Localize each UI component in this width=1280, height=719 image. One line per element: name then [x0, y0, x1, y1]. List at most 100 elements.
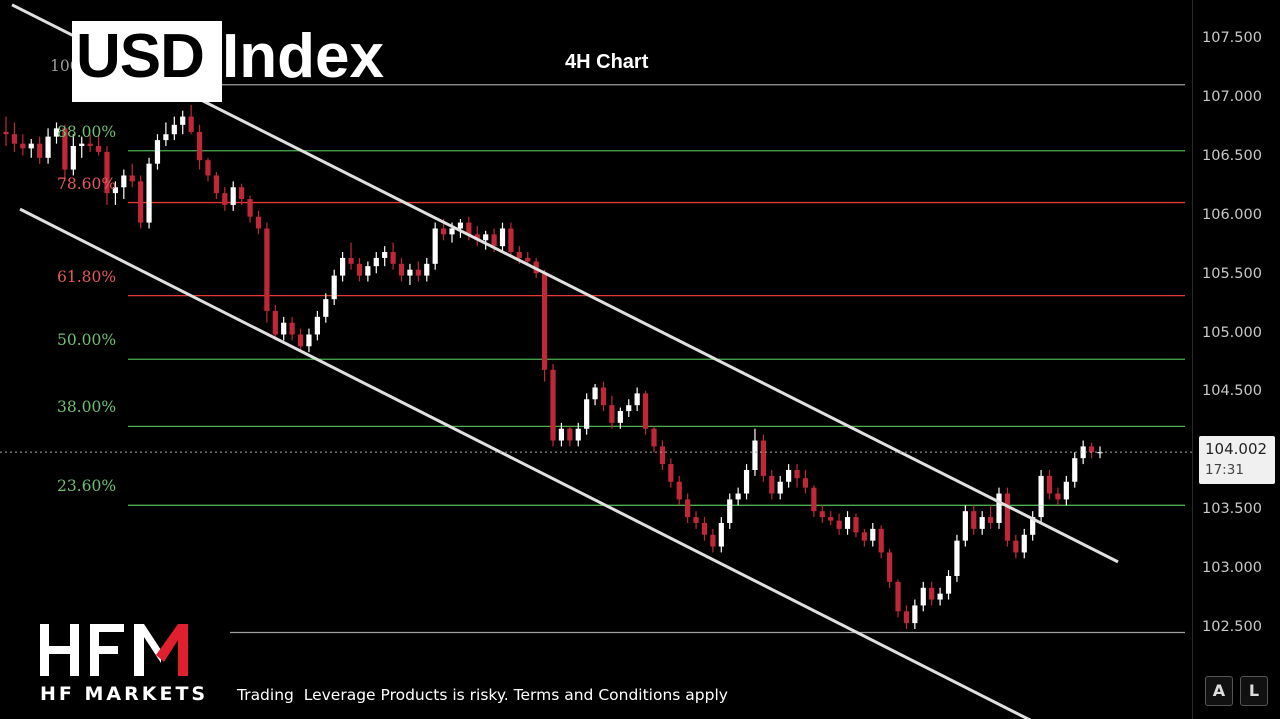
candle	[592, 383, 598, 406]
candle	[348, 242, 354, 270]
price-tick: 103.000	[1202, 560, 1262, 577]
candle	[306, 328, 312, 353]
candle	[988, 505, 994, 529]
candle-body	[11, 134, 18, 144]
candle	[390, 242, 396, 270]
candle-body	[550, 369, 556, 441]
candle	[163, 122, 169, 147]
candle	[138, 175, 144, 229]
price-tick: 106.000	[1202, 206, 1262, 223]
candle	[912, 599, 918, 629]
candle	[474, 226, 480, 247]
price-axis[interactable]	[1192, 0, 1280, 719]
candle-body	[1004, 493, 1011, 541]
candle-body	[239, 187, 245, 200]
candle	[239, 183, 245, 205]
candle-body	[154, 140, 161, 164]
candle-body	[718, 522, 724, 547]
price-channel	[11, 3, 1119, 719]
candle	[735, 487, 741, 506]
candle-body	[20, 143, 26, 149]
candle-body	[457, 222, 464, 229]
candle	[188, 104, 194, 135]
candle-body	[541, 273, 548, 370]
candle-body	[642, 393, 649, 429]
candle-body	[1046, 475, 1053, 494]
candle-countdown: 17:31	[1205, 462, 1244, 478]
candle-body	[314, 316, 320, 335]
candle-body	[247, 199, 253, 217]
candle	[264, 222, 270, 323]
candle-body	[62, 128, 68, 170]
title-highlight	[72, 21, 222, 102]
candle	[558, 422, 565, 447]
candle	[870, 522, 876, 547]
fib-label-6180: 61.80%	[57, 267, 117, 286]
candle-body	[306, 334, 312, 347]
candle	[685, 493, 691, 523]
candle	[786, 464, 792, 488]
hfm-logo	[40, 624, 188, 676]
candle-body	[407, 269, 413, 276]
candle-body	[255, 216, 262, 229]
candle	[1055, 487, 1061, 506]
candle	[567, 426, 573, 447]
candle	[180, 110, 186, 135]
candle-body	[171, 124, 177, 135]
candle	[272, 305, 278, 341]
candle	[575, 422, 581, 447]
fib-label-7860: 78.60%	[57, 174, 117, 193]
candle	[331, 269, 337, 306]
candle-body	[861, 532, 867, 541]
candle-body	[491, 234, 497, 247]
candle	[95, 134, 102, 156]
candle-body	[853, 517, 859, 533]
candle	[887, 548, 893, 588]
candle-body	[129, 175, 135, 182]
fib-label-5000: 50.00%	[57, 331, 117, 350]
candlestick-chart[interactable]	[0, 0, 1192, 719]
candle-body	[1013, 540, 1019, 553]
candle	[903, 605, 910, 629]
candle-body	[743, 469, 750, 494]
candle-body	[37, 143, 43, 158]
candle-body	[836, 520, 842, 529]
candle-body	[516, 252, 522, 258]
candle	[752, 428, 758, 476]
candle-body	[1063, 481, 1069, 500]
candle-body	[685, 499, 691, 518]
candle-body	[575, 428, 581, 441]
candle	[3, 116, 9, 147]
candle-body	[710, 534, 716, 547]
candle	[642, 391, 649, 435]
candle-body	[617, 411, 623, 423]
candle	[626, 399, 632, 417]
candle	[356, 257, 363, 282]
auto-scale-button[interactable]: A	[1205, 676, 1233, 706]
candle-body	[138, 181, 144, 223]
candle-body	[180, 116, 186, 125]
candle-body	[558, 428, 565, 441]
candle-body	[272, 310, 278, 335]
fib-label-2360: 23.60%	[57, 477, 117, 496]
candle-body	[996, 493, 1002, 523]
candle-body	[937, 593, 943, 600]
channel-lower-line	[19, 207, 1032, 719]
candle-body	[45, 136, 51, 158]
candle	[230, 181, 236, 211]
candle-body	[735, 493, 741, 500]
log-scale-button[interactable]: L	[1240, 676, 1268, 706]
candle-body	[340, 257, 346, 276]
candle	[213, 171, 219, 200]
candle-body	[1088, 446, 1095, 453]
candle-body	[1021, 534, 1027, 553]
candle-body	[828, 517, 834, 521]
candle	[373, 252, 379, 274]
candle	[1038, 469, 1044, 523]
candle	[289, 316, 295, 341]
candle-body	[676, 481, 682, 500]
candle-body	[584, 399, 590, 429]
candle-body	[104, 151, 110, 194]
candle-body	[1055, 493, 1061, 500]
candle-body	[659, 446, 665, 465]
